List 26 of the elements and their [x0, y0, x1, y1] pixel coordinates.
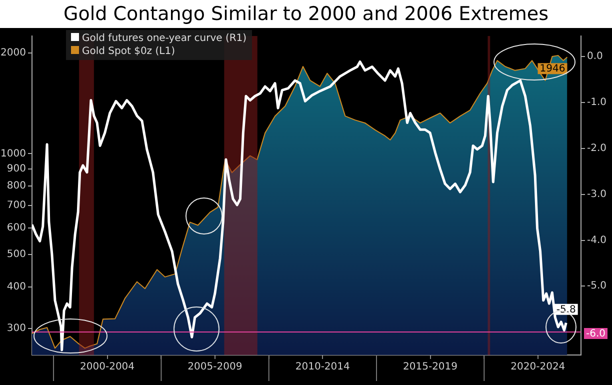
- y-tick-label: 500: [6, 248, 26, 260]
- legend-label: Gold futures one-year curve (R1): [81, 32, 247, 45]
- x-tick-label: 2015-2019: [403, 362, 458, 373]
- y2-tick-label: -2.0: [587, 143, 607, 154]
- y2-tick-label: -4.0: [587, 234, 607, 246]
- y2-tick-label: -1.0: [587, 97, 607, 108]
- x-tick-label: 2010-2014: [295, 362, 350, 373]
- y-tick-label: 700: [6, 200, 26, 212]
- data-label: 1946: [540, 64, 566, 75]
- data-label: -5.8: [556, 304, 576, 316]
- y2-tick-label: -3.0: [587, 188, 607, 200]
- x-tick-label: 2000-2004: [80, 362, 135, 373]
- y2-tick-label: -5.0: [587, 280, 607, 292]
- legend-label: Gold Spot $0z (L1): [81, 45, 176, 58]
- y-tick-label: 400: [6, 281, 26, 292]
- y-tick-label: 900: [6, 164, 26, 175]
- x-tick-label: 2005-2009: [188, 362, 242, 373]
- chart-title: Gold Contango Similar to 2000 and 2006 Extremes: [62, 2, 550, 27]
- y-tick-label: 1000: [0, 148, 26, 160]
- ref-line-label: -6.0: [586, 328, 606, 340]
- y-tick-label: 2000: [0, 48, 26, 59]
- y-tick-label: 600: [6, 222, 26, 234]
- y-tick-label: 300: [6, 323, 26, 334]
- y-tick-label: 800: [6, 180, 26, 192]
- x-tick-label: 2020-2024: [510, 362, 566, 373]
- y2-tick-label: 0.0: [587, 51, 603, 62]
